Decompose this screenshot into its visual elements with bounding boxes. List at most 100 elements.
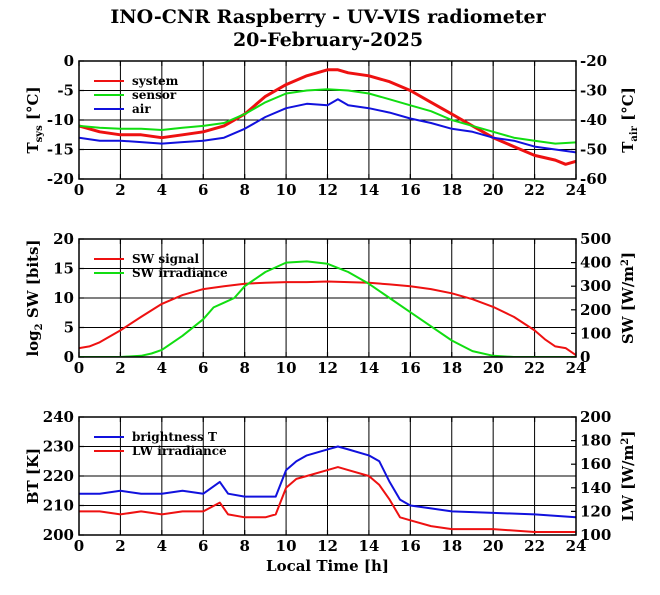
y2-tick-label: -40: [580, 111, 607, 129]
panel-2: 0 2 4 6 8 10 12 14 16 18 20 22 242015105050040030020…: [24, 230, 637, 377]
x-tick-label: 12: [317, 181, 338, 199]
y-tick-label: -5: [57, 82, 74, 100]
x-tick-label: 8: [239, 359, 249, 377]
series-line: [79, 98, 576, 154]
y-axis-label: Tsys [°C]: [24, 86, 45, 153]
x-tick-label: 16: [400, 359, 421, 377]
y-tick-label: 0: [64, 348, 74, 366]
series-line: [79, 280, 576, 357]
y2-tick-label: 400: [580, 254, 611, 272]
legend-label: LW irradiance: [132, 444, 227, 458]
x-tick-label: 20: [483, 537, 504, 555]
x-tick-label: 2: [115, 181, 125, 199]
legend-label: system: [132, 74, 179, 88]
x-tick-label: 24: [566, 181, 587, 199]
y-tick-label: 15: [53, 260, 74, 278]
x-tick-label: 4: [157, 181, 167, 199]
y-tick-label: -10: [47, 111, 74, 129]
x-tick-label: 22: [524, 537, 545, 555]
series-line: [79, 68, 576, 166]
legend-label: air: [132, 102, 151, 116]
x-tick-label: 20: [483, 181, 504, 199]
y2-tick-label: -60: [580, 170, 607, 188]
x-tick-label: 8: [239, 181, 249, 199]
x-tick-label: 24: [566, 537, 587, 555]
y2-tick-label: 100: [580, 526, 611, 544]
y2-axis-label-main: T: [619, 141, 637, 153]
x-tick-label: 4: [157, 537, 167, 555]
series-line: [79, 88, 576, 145]
x-tick-label: 0: [74, 537, 84, 555]
panels: 0 2 4 6 8 10 12 14 16 18 20 22 240-5-10-15-20-20-30-…: [24, 52, 640, 575]
y2-axis-label-sup: 2: [620, 438, 631, 445]
y2-axis-label: SW [W/m2]: [619, 252, 637, 344]
x-tick-label: 0: [74, 181, 84, 199]
y2-axis-label-sup: 2: [620, 259, 631, 266]
y2-axis-label: LW [W/m2]: [619, 431, 637, 522]
y2-tick-label: 100: [580, 324, 611, 342]
y-tick-label: 230: [43, 438, 74, 456]
y-tick-label: 200: [43, 526, 74, 544]
y-tick-label: -20: [47, 170, 74, 188]
y2-tick-label: 180: [580, 432, 611, 450]
y2-tick-label: -20: [580, 52, 607, 70]
x-tick-label: 2: [115, 537, 125, 555]
x-tick-label: 0: [74, 359, 84, 377]
y-axis-label-main: log: [24, 330, 42, 357]
y2-axis-label-main: LW [W/m: [619, 444, 637, 521]
x-tick-label: 22: [524, 181, 545, 199]
y2-axis-label-main: SW [W/m: [619, 266, 637, 344]
x-tick-label: 10: [276, 359, 297, 377]
x-tick-label: 20: [483, 359, 504, 377]
x-axis-label: Local Time [h]: [266, 557, 389, 575]
x-tick-label: 24: [566, 359, 587, 377]
y2-tick-label: -50: [580, 141, 607, 159]
x-tick-label: 6: [198, 181, 208, 199]
y2-tick-label: -30: [580, 82, 607, 100]
panel-3: 0 2 4 6 8 10 12 14 16 18 20 22 242402302202102002001…: [24, 408, 637, 575]
x-tick-label: 6: [198, 537, 208, 555]
legend-label: SW signal: [132, 252, 200, 266]
x-tick-label: 8: [239, 537, 249, 555]
y-tick-label: 240: [43, 408, 74, 426]
y-tick-label: 220: [43, 467, 74, 485]
y-axis-label-main: T: [24, 142, 42, 154]
x-tick-label: 14: [358, 181, 379, 199]
x-tick-label: 22: [524, 359, 545, 377]
y-tick-label: 0: [64, 52, 74, 70]
x-tick-label: 18: [441, 181, 462, 199]
y-axis-label-sub: sys: [34, 125, 45, 142]
y-axis-label-unit: SW [bits]: [24, 239, 42, 323]
x-tick-label: 2: [115, 359, 125, 377]
y-tick-label: 210: [43, 497, 74, 515]
plot-frame: [78, 416, 577, 536]
y2-axis-label: Tair [°C]: [619, 87, 640, 153]
x-tick-label: 16: [400, 181, 421, 199]
y2-tick-label: 500: [580, 230, 611, 248]
x-tick-label: 10: [276, 181, 297, 199]
x-tick-label: 12: [317, 359, 338, 377]
y-tick-label: 20: [53, 230, 74, 248]
series-line: [79, 466, 576, 533]
x-tick-label: 18: [441, 537, 462, 555]
x-tick-label: 10: [276, 537, 297, 555]
y-tick-label: 5: [64, 319, 74, 337]
y-tick-label: 10: [53, 289, 74, 307]
y-tick-label: -15: [47, 141, 74, 159]
y-axis-label: log2 SW [bits]: [24, 239, 45, 356]
series-line: [79, 260, 576, 357]
x-tick-label: 4: [157, 359, 167, 377]
y2-tick-label: 0: [580, 348, 590, 366]
y-axis-label: BT [K]: [24, 448, 42, 504]
x-tick-label: 18: [441, 359, 462, 377]
y2-tick-label: 140: [580, 479, 611, 497]
x-tick-label: 12: [317, 537, 338, 555]
chart-title: INO-CNR Raspberry - UV-VIS radiometer: [110, 6, 546, 28]
panel-1: 0 2 4 6 8 10 12 14 16 18 20 22 240-5-10-15-20-20-30-…: [24, 52, 640, 199]
series-line: [79, 445, 576, 519]
y-axis-label-unit: [°C]: [24, 86, 42, 125]
legend-label: sensor: [132, 88, 177, 102]
x-tick-label: 6: [198, 359, 208, 377]
legend-label: SW irradiance: [132, 266, 228, 280]
y2-tick-label: 120: [580, 502, 611, 520]
